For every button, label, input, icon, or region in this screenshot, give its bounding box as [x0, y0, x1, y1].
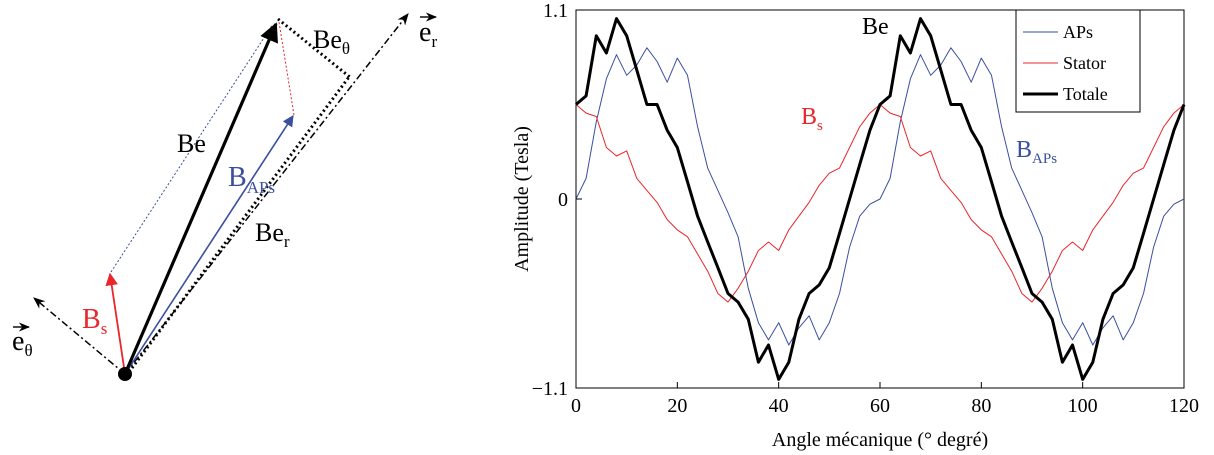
parallelogram-red-dotted: [278, 21, 295, 116]
annotation-be: Be: [862, 14, 889, 40]
e-r-axis: [124, 13, 409, 375]
e-theta-axis: [33, 297, 126, 375]
y-axis-label: Amplitude (Tesla): [511, 126, 533, 272]
y-tick-label: 0: [558, 189, 568, 211]
legend-label-totale: Totale: [1063, 84, 1108, 104]
y-tick-label: −1.1: [532, 378, 568, 400]
x-tick-label: 40: [769, 395, 789, 417]
vector-diagram: Be Beθ er BAPs Ber Bs eθ: [12, 12, 437, 381]
b-s-label: Bs: [82, 304, 107, 338]
b-aps-vector: [124, 115, 294, 375]
be-theta-label: Beθ: [313, 25, 350, 58]
be-vector: [123, 22, 278, 375]
y-tick-label: 1.1: [543, 0, 568, 22]
be-theta-projection: [277, 17, 352, 80]
be-r-label: Ber: [255, 218, 290, 251]
series-line-totale: [575, 17, 1186, 381]
be-label: Be: [177, 129, 206, 158]
annotation-baps: BAPs: [1016, 137, 1057, 167]
chart: 0 20 40 60 80 100 120−1.101.1 Angle mécanique …: [511, 0, 1199, 451]
origin-dot: [118, 367, 132, 381]
x-tick-label: 60: [870, 395, 890, 417]
series-line-aps: [575, 47, 1185, 346]
legend-label-aps: APs: [1063, 22, 1093, 42]
e-theta-label: eθ: [12, 326, 33, 360]
parallelogram-blue-dotted: [110, 23, 274, 273]
legend-label-stator: Stator: [1063, 53, 1106, 73]
be-r-projection: [127, 76, 351, 373]
series-layer: [575, 17, 1186, 381]
annotation-bs: Bs: [801, 104, 823, 134]
x-tick-label: 80: [971, 395, 991, 417]
legend: APs Stator Totale: [1015, 9, 1141, 113]
ticks-layer: 0 20 40 60 80 100 120−1.101.1: [532, 0, 1199, 417]
x-tick-label: 20: [667, 395, 687, 417]
x-axis-label: Angle mécanique (° degré): [772, 429, 988, 451]
x-tick-label: 120: [1169, 395, 1199, 417]
b-s-vector: [105, 272, 126, 375]
b-aps-label: BAPs: [228, 162, 275, 197]
x-tick-label: 0: [571, 395, 581, 417]
e-r-label: er: [419, 17, 437, 51]
x-tick-label: 100: [1068, 395, 1098, 417]
